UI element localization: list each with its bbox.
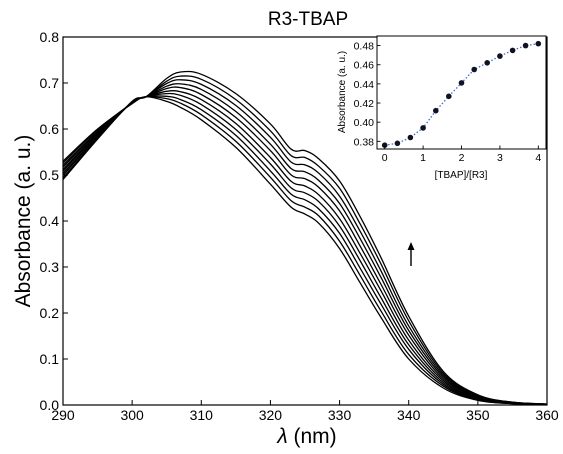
x-tick-label: 320 (259, 407, 283, 423)
x-tick-label: 300 (120, 407, 144, 423)
y-tick-label: 0.8 (40, 29, 60, 45)
inset-y-tick-label: 0.48 (354, 41, 375, 53)
inset-y-tick-label: 0.42 (354, 98, 375, 110)
inset-data-point (509, 47, 516, 54)
inset-data-point (471, 66, 478, 73)
x-axis-unit: (nm) (288, 425, 337, 448)
inset-data-point (407, 134, 414, 141)
main-series-group (62, 70, 548, 406)
x-axis-title: λ (nm) (276, 425, 336, 448)
inset-data-point (381, 142, 388, 148)
inset-x-tick-label: 3 (497, 152, 503, 164)
y-tick-label: 0.0 (40, 397, 60, 413)
x-tick-label: 340 (397, 407, 421, 423)
inset-data-point (535, 40, 542, 47)
inset-x-tick-label: 4 (535, 152, 541, 164)
inset-data-point (458, 80, 465, 86)
x-tick-label: 350 (466, 407, 490, 423)
x-tick-label: 360 (535, 407, 559, 423)
main-ticks-group: 290 300 310 320 330 340 350 3600.00.10.20.30.40… (40, 29, 559, 423)
inset-y-tick-label: 0.46 (354, 60, 375, 72)
inset-x-tick-label: 0 (382, 152, 388, 164)
inset-data-point (497, 53, 503, 59)
inset-series-group (381, 40, 542, 148)
y-tick-label: 0.6 (40, 121, 60, 137)
inset-x-axis-title: [TBAP]/[R3] (435, 170, 488, 181)
inset-data-point (433, 107, 439, 114)
x-tick-label: 330 (328, 407, 352, 423)
x-tick-label: 310 (190, 407, 214, 423)
inset-data-point (446, 93, 452, 100)
y-axis-title: Absorbance (a. u.) (12, 135, 35, 308)
inset-y-tick-label: 0.38 (354, 136, 375, 148)
y-tick-label: 0.4 (40, 213, 60, 229)
arrow-head (407, 242, 415, 250)
x-tick-label: 290 (51, 407, 75, 423)
y-tick-label: 0.7 (40, 75, 60, 91)
inset-background (377, 36, 546, 149)
y-tick-label: 0.5 (40, 167, 60, 183)
inset-y-axis-title: Absorbance (a. u.) (337, 51, 348, 133)
inset-ticks-group: 0 1 2 3 4 0.38 0.40 0.42 0.44 0.46 0.48 (354, 41, 542, 164)
y-tick-label: 0.2 (40, 305, 60, 321)
inset-x-tick-label: 1 (420, 152, 426, 164)
inset-x-tick-label: 2 (459, 152, 465, 164)
inset-data-point (394, 140, 401, 147)
inset-data-point (420, 125, 426, 131)
inset-data-point (522, 42, 529, 49)
increase-arrow (407, 242, 415, 266)
inset-y-tick-label: 0.40 (354, 117, 375, 129)
spectrum-line-10 (62, 70, 548, 405)
chart-title: R3-TBAP (268, 9, 348, 30)
inset-data-point (484, 60, 491, 66)
inset-y-tick-label: 0.44 (354, 79, 375, 91)
y-tick-label: 0.1 (40, 351, 60, 367)
y-tick-label: 0.3 (40, 259, 60, 275)
x-axis-symbol: λ (276, 425, 287, 448)
